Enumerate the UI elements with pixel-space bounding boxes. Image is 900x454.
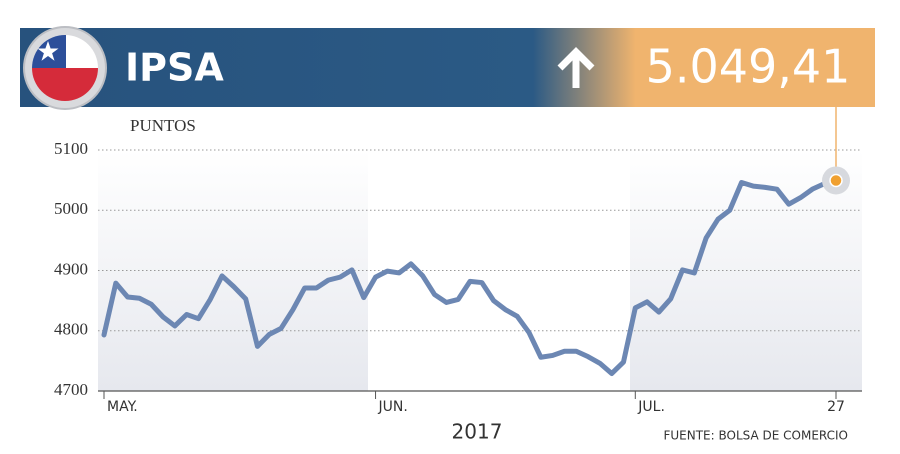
header-title: IPSA (125, 46, 224, 90)
header-bar (20, 28, 875, 107)
y-tick-label: 4800 (54, 320, 88, 339)
price-line (101, 177, 839, 377)
header-value: 5.049,41 (646, 40, 851, 94)
up-arrow (557, 47, 595, 88)
source-note: FUENTE: BOLSA DE COMERCIO (663, 429, 848, 443)
y-tick-label: 5100 (54, 139, 88, 158)
x-tick-label: JUL. (637, 399, 665, 415)
x-tick-label: MAY. (107, 399, 138, 415)
x-axis-label: 2017 (452, 420, 503, 444)
y-axis-label: PUNTOS (130, 116, 196, 135)
end-marker (829, 173, 843, 188)
y-tick-label: 4900 (54, 259, 88, 278)
x-tick-label: JUN. (378, 399, 408, 415)
x-tick-label: 27 (827, 399, 845, 415)
y-tick-label: 5000 (54, 199, 88, 218)
y-tick-label: 4700 (54, 380, 88, 399)
